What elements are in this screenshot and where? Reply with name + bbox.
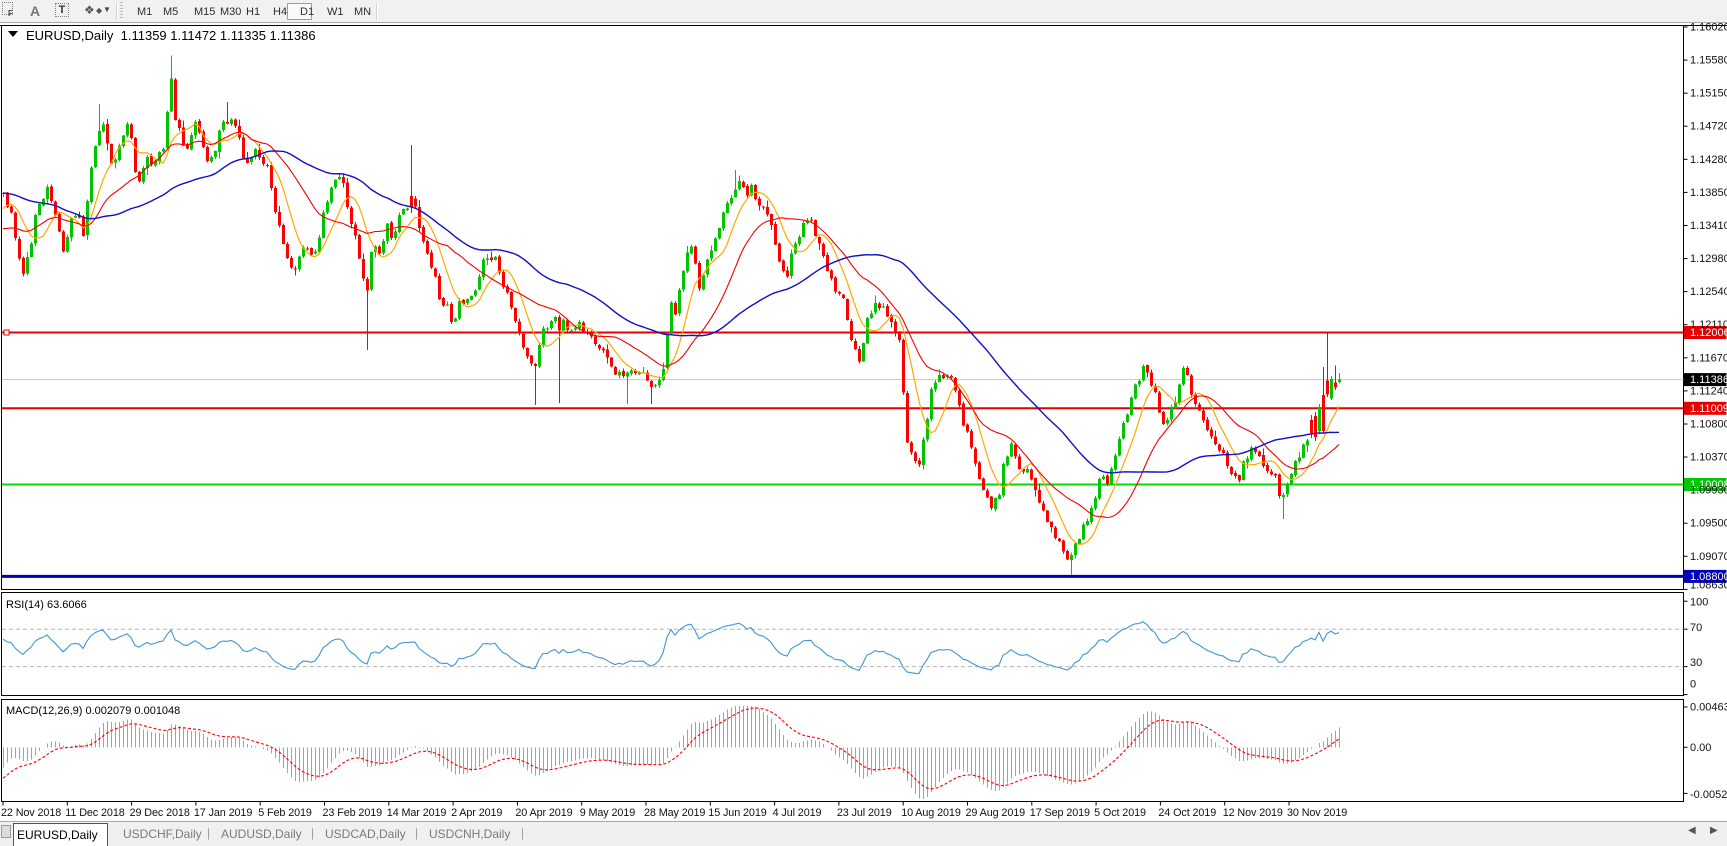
svg-text:1.10370: 1.10370 [1690, 452, 1727, 464]
svg-text:12 Nov 2019: 12 Nov 2019 [1223, 807, 1283, 819]
svg-text:15 Jun 2019: 15 Jun 2019 [708, 807, 766, 819]
svg-text:5 Feb 2019: 5 Feb 2019 [258, 807, 312, 819]
svg-text:1.09070: 1.09070 [1690, 551, 1727, 563]
svg-text:EURUSD,Daily 1.11359 1.11472: EURUSD,Daily 1.11359 1.11472 1.11335 1.1… [26, 28, 316, 43]
svg-text:1.10800: 1.10800 [1690, 419, 1727, 431]
svg-text:11 Dec 2018: 11 Dec 2018 [65, 807, 124, 819]
svg-text:1.08800: 1.08800 [1690, 571, 1727, 583]
svg-text:1.08630: 1.08630 [1690, 580, 1727, 592]
svg-text:MACD(12,26,9) 0.002079 0.00104: MACD(12,26,9) 0.002079 0.001048 [6, 705, 180, 717]
svg-text:0: 0 [1690, 678, 1696, 690]
svg-text:0.00463: 0.00463 [1690, 702, 1727, 714]
svg-text:9 May 2019: 9 May 2019 [580, 807, 636, 819]
svg-text:14 Mar 2019: 14 Mar 2019 [387, 807, 447, 819]
svg-text:1.15580: 1.15580 [1690, 55, 1727, 67]
svg-text:70: 70 [1690, 622, 1702, 634]
svg-text:10 Aug 2019: 10 Aug 2019 [901, 807, 961, 819]
svg-text:20 Apr 2019: 20 Apr 2019 [515, 807, 572, 819]
svg-text:1.09500: 1.09500 [1690, 518, 1727, 530]
svg-text:17 Jan 2019: 17 Jan 2019 [194, 807, 252, 819]
svg-text:5 Oct 2019: 5 Oct 2019 [1094, 807, 1146, 819]
svg-text:1.16020: 1.16020 [1690, 22, 1727, 34]
svg-text:30: 30 [1690, 657, 1702, 669]
svg-text:RSI(14) 63.6066: RSI(14) 63.6066 [6, 599, 87, 611]
svg-text:24 Oct 2019: 24 Oct 2019 [1158, 807, 1216, 819]
svg-text:30 Nov 2019: 30 Nov 2019 [1287, 807, 1347, 819]
svg-text:1.14720: 1.14720 [1690, 121, 1727, 133]
svg-text:29 Dec 2018: 29 Dec 2018 [130, 807, 190, 819]
svg-text:0.00: 0.00 [1690, 742, 1711, 754]
svg-text:100: 100 [1690, 597, 1708, 609]
svg-text:23 Feb 2019: 23 Feb 2019 [323, 807, 383, 819]
svg-text:2 Apr 2019: 2 Apr 2019 [451, 807, 502, 819]
svg-text:1.12540: 1.12540 [1690, 286, 1727, 298]
svg-text:1.10008: 1.10008 [1690, 479, 1727, 491]
svg-text:-0.005299: -0.005299 [1690, 789, 1727, 801]
svg-text:1.12006: 1.12006 [1690, 327, 1727, 339]
svg-text:1.11670: 1.11670 [1690, 352, 1727, 364]
svg-text:4 Jul 2019: 4 Jul 2019 [773, 807, 822, 819]
svg-text:1.12110: 1.12110 [1690, 319, 1727, 331]
svg-text:1.12980: 1.12980 [1690, 253, 1727, 265]
svg-text:1.11386: 1.11386 [1690, 374, 1727, 386]
svg-text:22 Nov 2018: 22 Nov 2018 [1, 807, 61, 819]
svg-text:17 Sep 2019: 17 Sep 2019 [1030, 807, 1090, 819]
svg-text:1.14280: 1.14280 [1690, 154, 1727, 166]
svg-text:23 Jul 2019: 23 Jul 2019 [837, 807, 892, 819]
svg-text:1.13850: 1.13850 [1690, 187, 1727, 199]
svg-text:1.11009: 1.11009 [1690, 403, 1727, 415]
svg-text:28 May 2019: 28 May 2019 [644, 807, 705, 819]
svg-text:1.11240: 1.11240 [1690, 385, 1727, 397]
svg-text:1.09930: 1.09930 [1690, 485, 1727, 497]
svg-text:1.13410: 1.13410 [1690, 220, 1727, 232]
svg-text:1.15150: 1.15150 [1690, 88, 1727, 100]
svg-text:29 Aug 2019: 29 Aug 2019 [966, 807, 1026, 819]
